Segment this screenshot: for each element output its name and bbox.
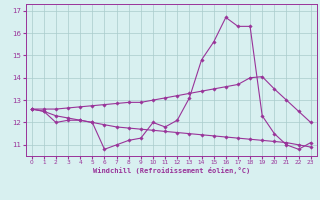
X-axis label: Windchill (Refroidissement éolien,°C): Windchill (Refroidissement éolien,°C) <box>92 167 250 174</box>
